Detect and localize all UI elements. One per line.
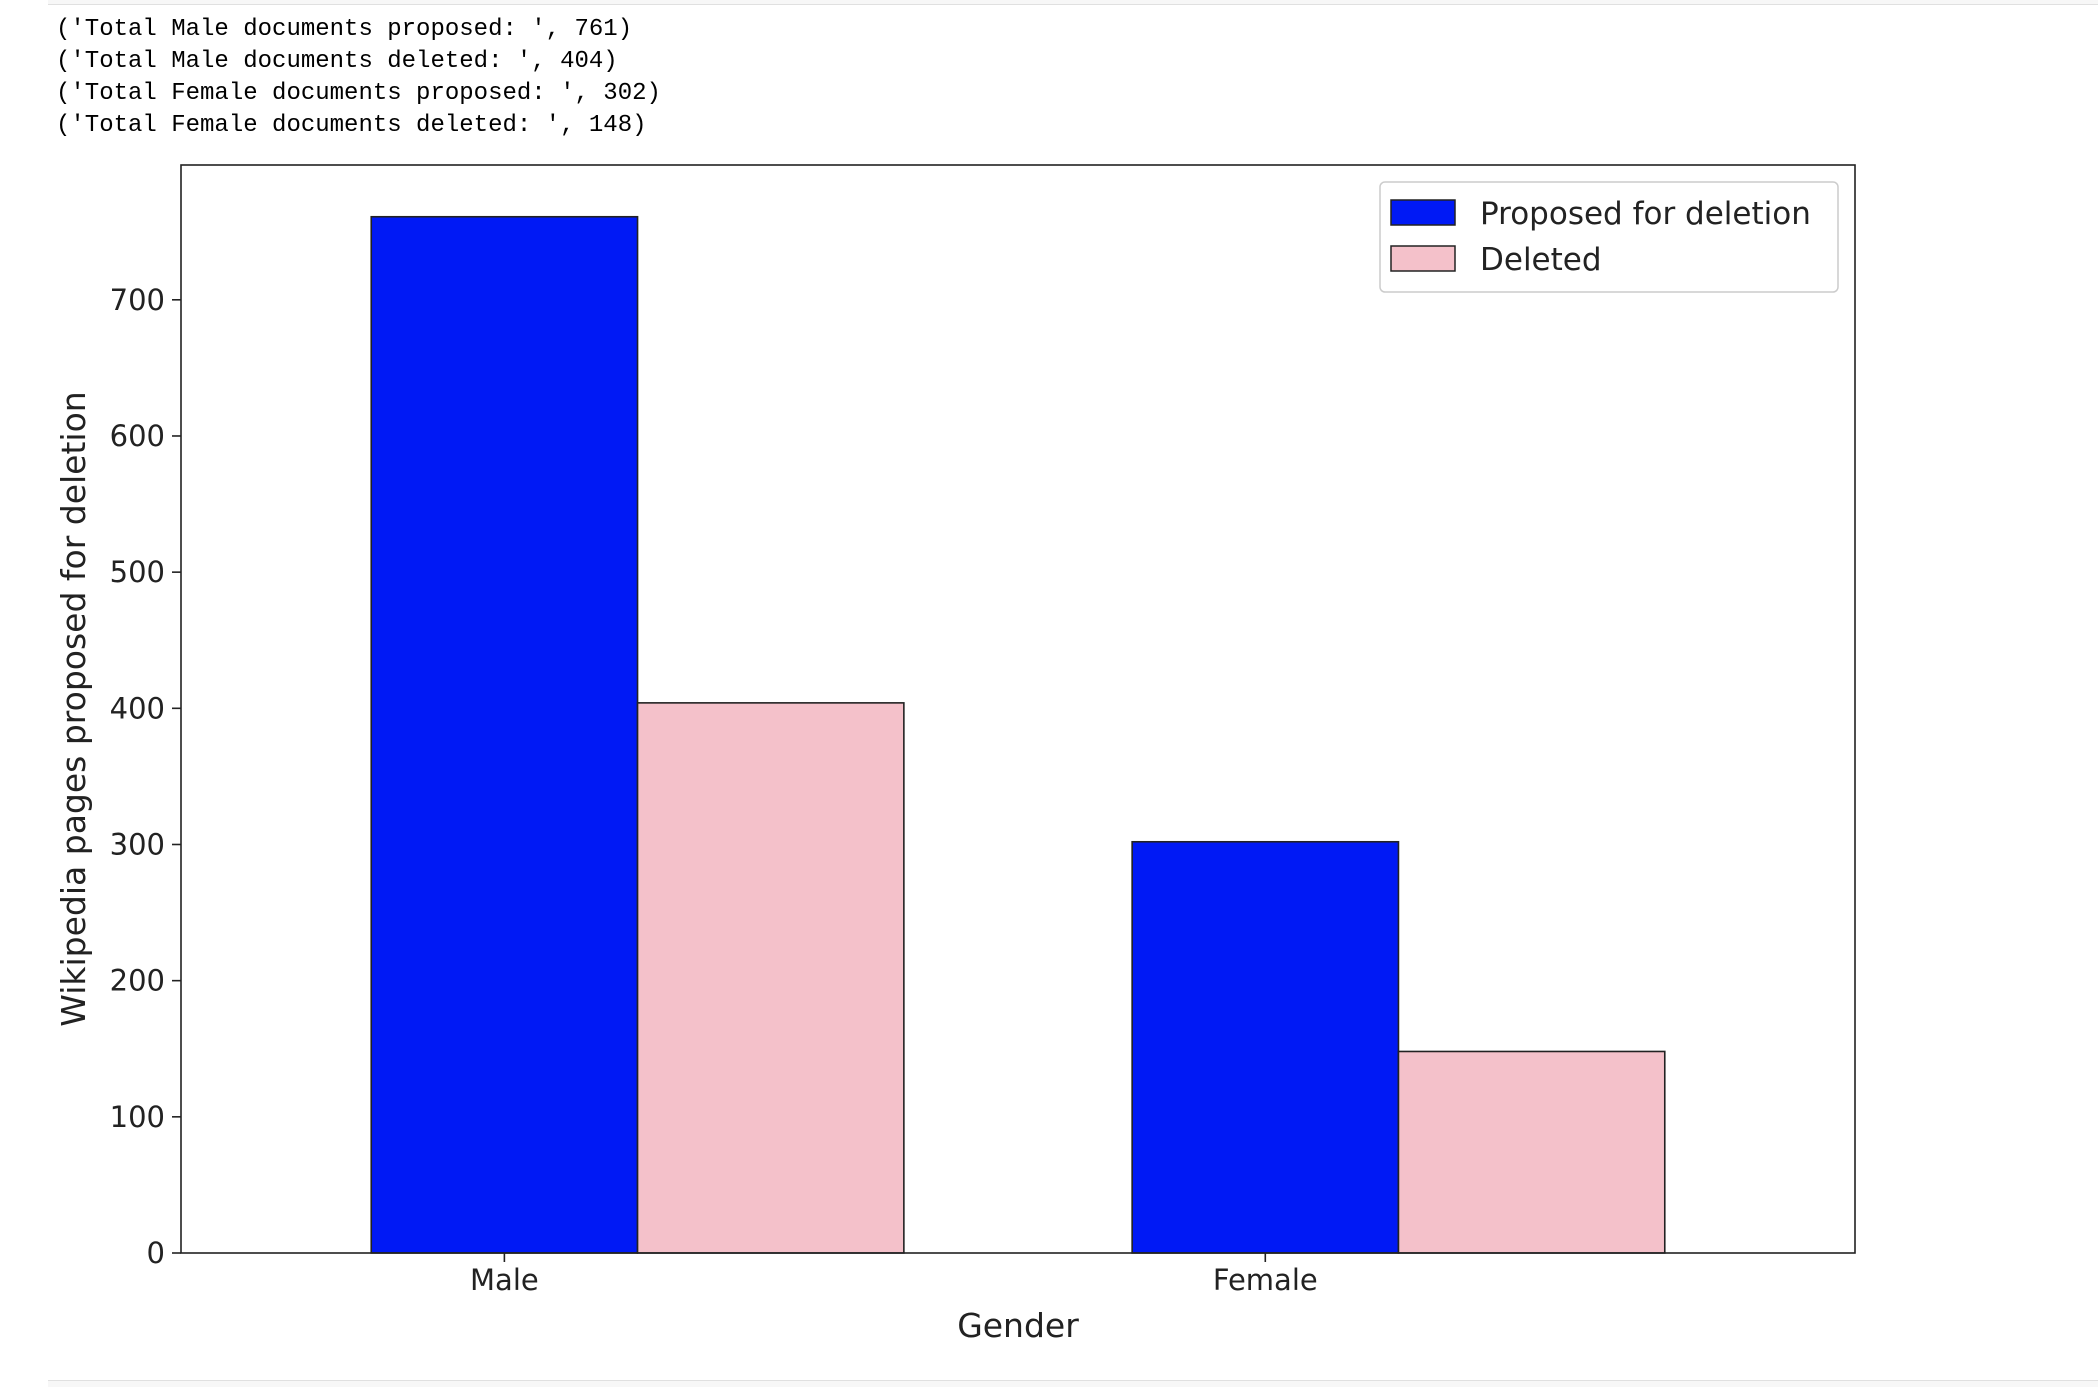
legend-label-1: Deleted bbox=[1480, 242, 1602, 278]
x-tick-label-0: Male bbox=[470, 1263, 539, 1297]
x-axis-label: Gender bbox=[957, 1306, 1079, 1345]
bar-0-1 bbox=[1131, 840, 1400, 1254]
y-tick-label-2: 200 bbox=[110, 964, 165, 998]
y-tick-label-3: 300 bbox=[110, 827, 165, 861]
x-tick-label-1: Female bbox=[1213, 1263, 1318, 1297]
y-tick-label-1: 100 bbox=[110, 1100, 165, 1134]
y-tick-label-5: 500 bbox=[110, 555, 165, 589]
y-axis-label: Wikipedia pages proposed for deletion bbox=[54, 391, 93, 1026]
legend-label-0: Proposed for deletion bbox=[1480, 196, 1811, 232]
bars-layer bbox=[370, 215, 1666, 1254]
bar-1-1 bbox=[1397, 1050, 1666, 1254]
x-axis: Male Female bbox=[470, 1253, 1318, 1297]
y-tick-label-4: 400 bbox=[110, 691, 165, 725]
cell-output: ('Total Male documents proposed: ', 761)… bbox=[56, 14, 661, 142]
output-line-female-proposed: ('Total Female documents proposed: ', 30… bbox=[56, 80, 661, 107]
legend-frame bbox=[1379, 181, 1839, 293]
output-line-male-proposed: ('Total Male documents proposed: ', 761) bbox=[56, 16, 633, 43]
cell-top-edge bbox=[48, 0, 2098, 5]
y-axis: 0 100 200 300 400 500 600 700 bbox=[110, 283, 181, 1270]
bar-0-0 bbox=[370, 215, 639, 1254]
legend-swatch-1 bbox=[1390, 245, 1456, 272]
y-tick-label-6: 600 bbox=[110, 419, 165, 453]
y-tick-label-0: 0 bbox=[147, 1236, 165, 1270]
legend-swatch-0 bbox=[1390, 199, 1456, 226]
y-tick-label-7: 700 bbox=[110, 283, 165, 317]
output-line-male-deleted: ('Total Male documents deleted: ', 404) bbox=[56, 48, 618, 75]
legend: Proposed for deletion Deleted bbox=[1379, 181, 1839, 293]
cell-bottom-edge bbox=[48, 1380, 2098, 1387]
bar-1-0 bbox=[636, 702, 905, 1254]
output-line-female-deleted: ('Total Female documents deleted: ', 148… bbox=[56, 112, 647, 139]
